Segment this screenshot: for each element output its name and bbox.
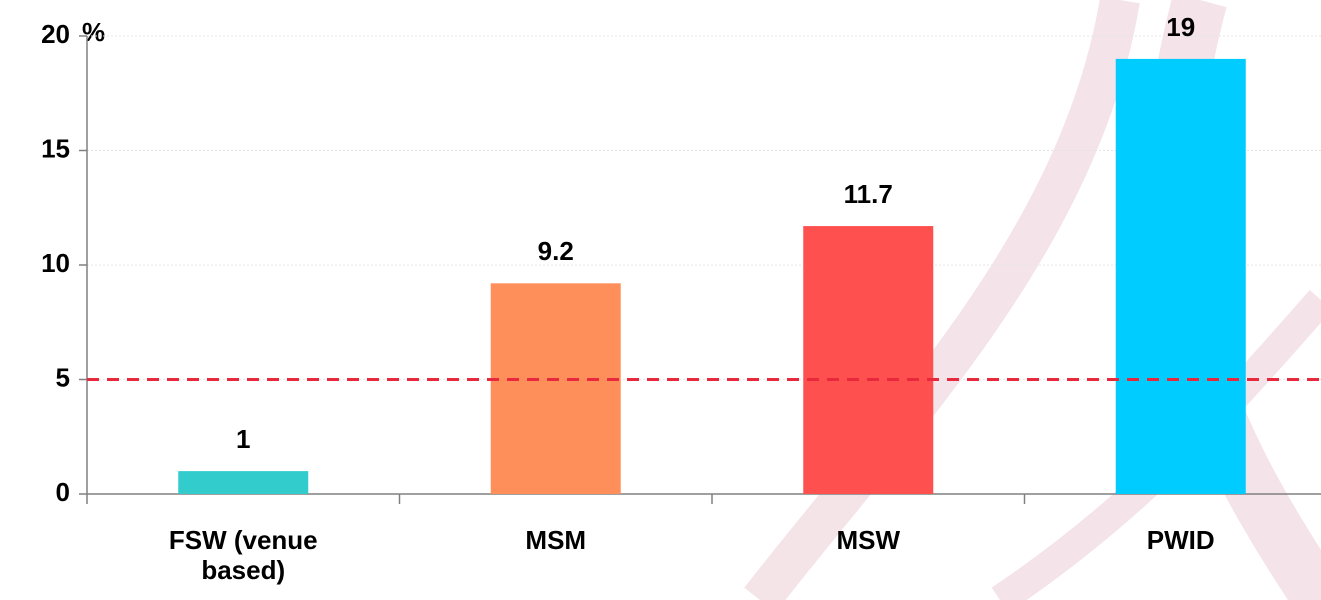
bar [490, 283, 621, 494]
data-label: 9.2 [538, 236, 574, 266]
y-tick-label: 0 [56, 477, 70, 507]
y-tick-label: 20 [41, 19, 70, 49]
data-label: 1 [236, 424, 250, 454]
data-label: 19 [1166, 12, 1195, 42]
y-tick-label: 15 [41, 133, 70, 163]
bar [1115, 58, 1246, 495]
bar [803, 226, 934, 494]
y-tick-label: 5 [56, 362, 70, 392]
y-unit: % [82, 17, 105, 47]
x-tick-label: MSW [836, 525, 901, 555]
bar [178, 471, 309, 494]
x-tick-label: FSW (venue based) [168, 525, 318, 585]
y-tick-label: 10 [41, 248, 70, 278]
x-tick-label: MSM [525, 525, 587, 555]
data-label: 11.7 [844, 179, 893, 209]
x-tick-label: PWID [1146, 525, 1215, 555]
